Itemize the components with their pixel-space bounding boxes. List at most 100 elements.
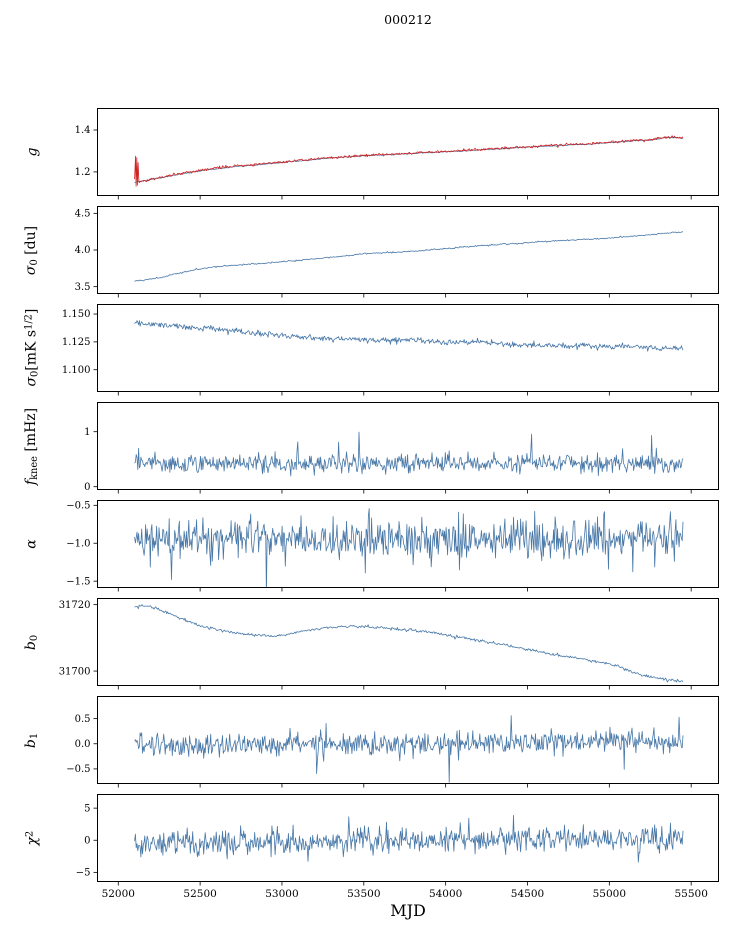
x-tick-label: 54500: [511, 888, 544, 900]
series-line-sigma0-du: [134, 231, 684, 282]
y-axis-label-b0: b0: [23, 598, 41, 686]
y-axis-label-g: g: [23, 108, 41, 196]
plot-area-sigma0-mk: 1.100 1.125 1.150: [62, 304, 719, 396]
y-tick-label: 0.0: [75, 739, 91, 750]
series-line-b0: [134, 604, 684, 683]
x-tick-label: 52000: [102, 888, 135, 900]
x-ticks: [117, 392, 692, 396]
y-axis-label-fknee: fknee [mHz]: [23, 402, 41, 490]
x-tick-label: 55000: [593, 888, 626, 900]
series-group-chi2: [134, 814, 684, 863]
y-tick-label: −1.5: [66, 576, 90, 587]
y-axis-label-sigma0-du: σ0 [du]: [23, 206, 41, 294]
axes-frame: [97, 206, 719, 294]
x-ticks: [117, 294, 692, 298]
y-axis-label-segment: b: [23, 738, 40, 748]
panel-b0: b0 31700 31720: [24, 598, 719, 690]
y-tick-label: 3.5: [75, 282, 91, 293]
x-tick-label: 53000: [265, 888, 298, 900]
series-group-b0: [134, 604, 684, 683]
y-tick-label: 31720: [59, 600, 91, 611]
y-axis-label-segment: 0: [29, 258, 41, 266]
x-ticks: [117, 686, 692, 690]
series-line-gain-smooth: [134, 136, 684, 183]
x-ticks: [117, 588, 692, 592]
series-group-fknee: [134, 431, 684, 477]
x-tick-label: 54000: [429, 888, 462, 900]
plot-area-g: 1.2 1.4: [75, 108, 719, 200]
y-ticks: 31700 31720: [59, 600, 97, 677]
series-group-sigma0-mk: [134, 320, 684, 352]
y-tick-label: 1: [84, 427, 90, 438]
x-ticks: [117, 490, 692, 494]
y-axis-label-segment: 0: [29, 371, 41, 378]
y-axis-label-segment: [mHz]: [23, 407, 40, 456]
y-axis-label-alpha: α: [23, 500, 41, 588]
axes-frame: [97, 304, 719, 392]
x-tick-label: 53500: [347, 888, 380, 900]
x-axis-label: MJD: [390, 901, 426, 920]
y-ticks: 3.5 4.0 4.5: [75, 209, 97, 293]
y-tick-label: 1.2: [75, 167, 91, 178]
y-axis-label-segment: b: [23, 640, 40, 650]
y-ticks: 1.2 1.4: [75, 125, 97, 178]
y-axis-label-segment: χ: [24, 836, 41, 846]
series-line-chi2: [134, 814, 684, 863]
y-ticks: −0.5 −1.0 −1.5: [66, 501, 97, 587]
y-tick-label: −5: [76, 868, 91, 879]
y-tick-label: 31700: [59, 666, 91, 677]
y-axis-label-segment: 0: [29, 634, 41, 641]
plot-area-b1: −0.5 0.0 0.5: [66, 696, 719, 788]
axes-frame: [97, 500, 719, 588]
y-tick-label: 1.150: [62, 309, 91, 320]
panel-sigma0-mk: σ0[mK s1/2] 1.100 1.125 1.150: [23, 304, 719, 396]
y-axis-label-segment: [du]: [23, 225, 40, 259]
y-axis-label-sigma0-mk: σ0[mK s1/2]: [23, 304, 41, 392]
y-axis-label-segment: 2: [23, 830, 35, 837]
y-ticks: −0.5 0.0 0.5: [66, 714, 97, 775]
y-tick-label: 0: [84, 835, 90, 846]
series-line-gain-noisy: [134, 135, 684, 187]
y-tick-label: −1.0: [66, 538, 90, 549]
y-axis-label-chi2: χ2: [23, 794, 41, 882]
series-line-sigma0-mk: [134, 320, 684, 352]
y-axis-label-segment: 1/2: [23, 314, 35, 331]
y-tick-label: 0: [84, 482, 90, 493]
axes-frame: [97, 108, 719, 196]
x-tick-label: 52500: [183, 888, 216, 900]
axes-frame: [97, 696, 719, 784]
y-axis-label-segment: 1: [29, 732, 41, 739]
series-line-fknee: [134, 431, 684, 477]
y-axis-label-segment: g: [24, 147, 40, 157]
x-ticks: [117, 784, 692, 788]
y-tick-label: 1.4: [75, 125, 91, 136]
y-tick-label: −0.5: [66, 501, 90, 512]
series-group-g: [134, 135, 684, 187]
plot-area-alpha: −0.5 −1.0 −1.5: [66, 500, 719, 592]
series-group-alpha: [134, 508, 684, 588]
chart-title: 000212: [384, 12, 432, 27]
plot-area-fknee: 01: [84, 402, 719, 494]
panel-alpha: α −0.5 −1.0 −1.5: [24, 500, 719, 592]
x-ticks: [117, 196, 692, 200]
y-axis-label-segment: [mK s: [23, 330, 40, 372]
series-line-b1: [134, 715, 684, 783]
y-tick-label: 5: [84, 803, 90, 814]
panel-fknee: fknee [mHz] 0 1: [24, 402, 719, 494]
y-tick-label: 1.100: [62, 365, 91, 376]
y-tick-label: −0.5: [66, 764, 90, 775]
axes-frame: [97, 794, 719, 882]
y-tick-label: 4.0: [75, 245, 91, 256]
panel-g: g 1.2 1.4: [24, 108, 719, 200]
y-axis-label-segment: σ: [23, 377, 40, 387]
y-axis-label-segment: ]: [23, 309, 40, 315]
panel-chi2: χ2 −5 0 5 52000 52500 53000 53500 54000 54500 5500…: [24, 794, 719, 900]
panel-b1: b1 −0.5 0.0 0.5: [24, 696, 719, 788]
y-axis-label-b1: b1: [23, 696, 41, 784]
y-tick-label: 0.5: [75, 714, 91, 725]
y-axis-label-segment: α: [24, 539, 40, 549]
series-line-alpha: [134, 508, 684, 588]
y-ticks: 01: [84, 427, 97, 493]
panels-container: g 1.2 1.4 σ0 [du] 3.5 4.0 4.5 σ0[mK s1/2] 1.100 1…: [23, 108, 719, 900]
